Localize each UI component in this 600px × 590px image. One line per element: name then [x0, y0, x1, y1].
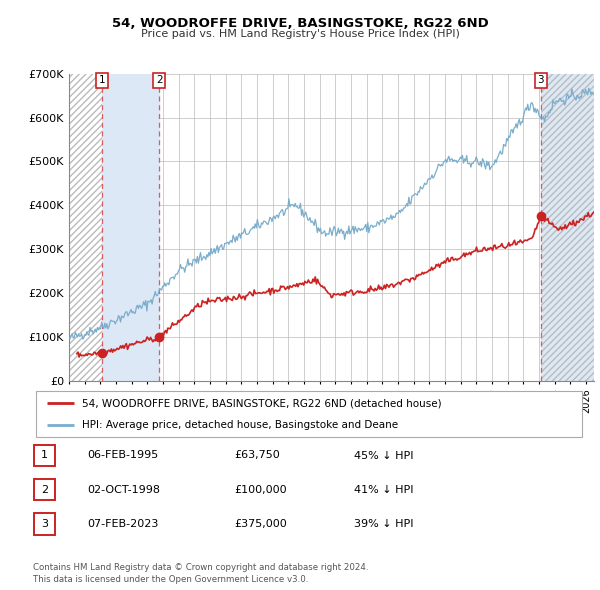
- Text: 2: 2: [156, 76, 163, 86]
- Text: 1: 1: [41, 451, 48, 460]
- Bar: [102, 74, 159, 381]
- FancyBboxPatch shape: [34, 513, 55, 535]
- Text: 02-OCT-1998: 02-OCT-1998: [87, 485, 160, 494]
- FancyBboxPatch shape: [34, 445, 55, 466]
- Bar: [541, 74, 594, 381]
- Text: £375,000: £375,000: [234, 519, 287, 529]
- Text: £100,000: £100,000: [234, 485, 287, 494]
- Text: Price paid vs. HM Land Registry's House Price Index (HPI): Price paid vs. HM Land Registry's House …: [140, 29, 460, 38]
- Text: 39% ↓ HPI: 39% ↓ HPI: [354, 519, 413, 529]
- Text: 06-FEB-1995: 06-FEB-1995: [87, 451, 158, 460]
- Text: 3: 3: [538, 76, 544, 86]
- Text: HPI: Average price, detached house, Basingstoke and Deane: HPI: Average price, detached house, Basi…: [82, 420, 398, 430]
- Text: 41% ↓ HPI: 41% ↓ HPI: [354, 485, 413, 494]
- Text: 54, WOODROFFE DRIVE, BASINGSTOKE, RG22 6ND (detached house): 54, WOODROFFE DRIVE, BASINGSTOKE, RG22 6…: [82, 398, 442, 408]
- FancyBboxPatch shape: [34, 479, 55, 500]
- Text: 07-FEB-2023: 07-FEB-2023: [87, 519, 158, 529]
- Text: Contains HM Land Registry data © Crown copyright and database right 2024.
This d: Contains HM Land Registry data © Crown c…: [33, 563, 368, 584]
- Text: £63,750: £63,750: [234, 451, 280, 460]
- Bar: [541, 74, 594, 381]
- Text: 3: 3: [41, 519, 48, 529]
- Text: 2: 2: [41, 485, 48, 494]
- Text: 45% ↓ HPI: 45% ↓ HPI: [354, 451, 413, 460]
- Text: 54, WOODROFFE DRIVE, BASINGSTOKE, RG22 6ND: 54, WOODROFFE DRIVE, BASINGSTOKE, RG22 6…: [112, 17, 488, 30]
- Bar: [69, 74, 102, 381]
- Text: 1: 1: [98, 76, 105, 86]
- FancyBboxPatch shape: [36, 391, 582, 437]
- Bar: [69, 74, 102, 381]
